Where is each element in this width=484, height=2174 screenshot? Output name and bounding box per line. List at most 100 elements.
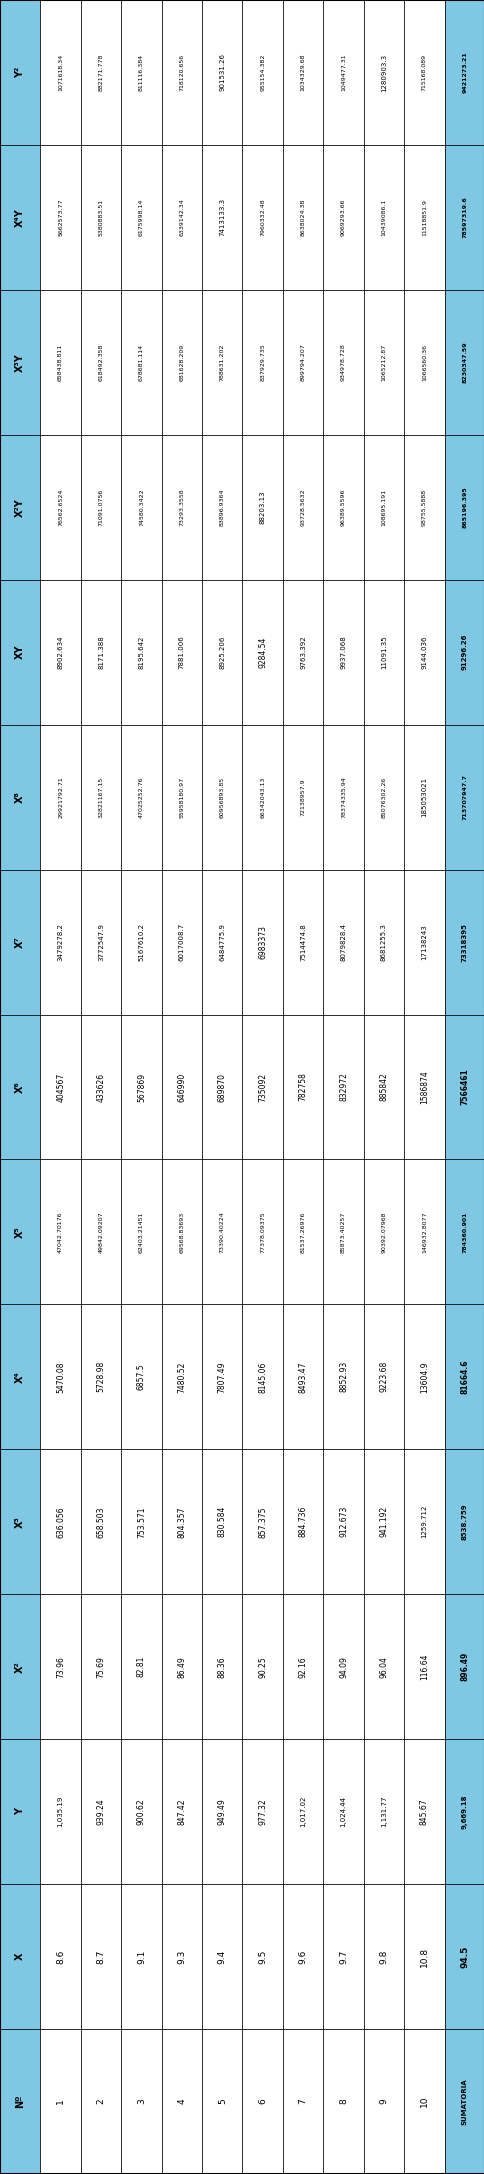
Text: 882171.778: 882171.778 (98, 54, 103, 91)
Bar (242, 1159, 282, 1304)
Bar (403, 1304, 444, 1450)
Text: 830.584: 830.584 (217, 1507, 227, 1537)
Text: 941.192: 941.192 (378, 1507, 388, 1537)
Bar (323, 146, 363, 289)
Text: 658.503: 658.503 (96, 1507, 106, 1537)
Bar (242, 1304, 282, 1450)
Bar (202, 0, 242, 146)
Text: 83896.9364: 83896.9364 (219, 489, 224, 526)
Bar (242, 435, 282, 580)
Bar (81, 435, 121, 580)
Bar (121, 1015, 161, 1159)
Bar (121, 1739, 161, 1885)
Bar (81, 1304, 121, 1450)
Text: SUMATORIA: SUMATORIA (461, 2078, 467, 2124)
Text: 9.6: 9.6 (298, 1950, 307, 1963)
Text: 5662573.77: 5662573.77 (58, 198, 63, 237)
Text: XY: XY (15, 646, 25, 659)
Bar (363, 1304, 403, 1450)
Bar (202, 1450, 242, 1594)
Bar (0, 146, 40, 289)
Bar (444, 289, 484, 435)
Bar (121, 289, 161, 435)
Bar (242, 1015, 282, 1159)
Bar (202, 2028, 242, 2174)
Text: 7566461: 7566461 (459, 1070, 469, 1104)
Text: 8230347.59: 8230347.59 (461, 341, 466, 383)
Bar (282, 1015, 323, 1159)
Text: X⁴Y: X⁴Y (15, 209, 25, 226)
Text: 47042.70176: 47042.70176 (58, 1211, 63, 1252)
Bar (363, 146, 403, 289)
Text: 6: 6 (257, 2098, 267, 2104)
Text: 8925.206: 8925.206 (219, 635, 225, 670)
Text: 13604.9: 13604.9 (419, 1361, 428, 1394)
Bar (323, 2028, 363, 2174)
Bar (242, 870, 282, 1015)
Bar (242, 0, 282, 146)
Text: 86.49: 86.49 (177, 1657, 186, 1678)
Text: 8079828.4: 8079828.4 (340, 924, 346, 961)
Bar (444, 1739, 484, 1885)
Text: 8.6: 8.6 (56, 1950, 65, 1963)
Text: 715168.089: 715168.089 (421, 54, 426, 91)
Bar (161, 2028, 202, 2174)
Bar (242, 1739, 282, 1885)
Text: 10.8: 10.8 (419, 1946, 428, 1967)
Text: 17138243: 17138243 (421, 924, 426, 961)
Text: 108695.191: 108695.191 (381, 489, 386, 526)
Text: 88203.13: 88203.13 (259, 491, 265, 524)
Bar (81, 1885, 121, 2028)
Bar (242, 1450, 282, 1594)
Text: 949.49: 949.49 (217, 1798, 227, 1824)
Text: 49842.09207: 49842.09207 (98, 1211, 103, 1252)
Bar (403, 1015, 444, 1159)
Text: 6484775.9: 6484775.9 (219, 924, 225, 961)
Bar (403, 1739, 444, 1885)
Bar (282, 1450, 323, 1594)
Text: 11518851.9: 11518851.9 (421, 198, 426, 237)
Bar (282, 724, 323, 870)
Text: 955154.382: 955154.382 (260, 54, 265, 91)
Bar (202, 1885, 242, 2028)
Bar (403, 0, 444, 146)
Text: 7881.006: 7881.006 (179, 635, 184, 670)
Text: 1065212.87: 1065212.87 (381, 343, 386, 380)
Text: 896.49: 896.49 (459, 1652, 469, 1681)
Bar (363, 1159, 403, 1304)
Bar (444, 1304, 484, 1450)
Bar (121, 1159, 161, 1304)
Bar (161, 724, 202, 870)
Text: 857.375: 857.375 (257, 1507, 267, 1537)
Bar (363, 1739, 403, 1885)
Text: 9,669.18: 9,669.18 (461, 1794, 467, 1828)
Bar (202, 146, 242, 289)
Text: 93728.5632: 93728.5632 (300, 489, 305, 526)
Text: 9.5: 9.5 (257, 1950, 267, 1963)
Bar (81, 1739, 121, 1885)
Bar (202, 1304, 242, 1450)
Text: 81664.6: 81664.6 (459, 1359, 469, 1394)
Text: 5728.98: 5728.98 (96, 1361, 106, 1394)
Bar (202, 1159, 242, 1304)
Bar (40, 146, 81, 289)
Bar (282, 289, 323, 435)
Bar (161, 146, 202, 289)
Text: 646990: 646990 (177, 1072, 186, 1102)
Text: 98755.5888: 98755.5888 (421, 489, 426, 526)
Text: X⁷: X⁷ (15, 937, 25, 948)
Text: 96389.5596: 96389.5596 (340, 489, 345, 526)
Text: 939.24: 939.24 (96, 1798, 106, 1824)
Text: X³: X³ (15, 1515, 25, 1528)
Text: 9421273.21: 9421273.21 (461, 52, 466, 93)
Bar (40, 1304, 81, 1450)
Text: 865196.395: 865196.395 (461, 487, 466, 528)
Bar (81, 1015, 121, 1159)
Bar (161, 289, 202, 435)
Text: 934978.728: 934978.728 (340, 343, 345, 380)
Bar (161, 870, 202, 1015)
Bar (363, 1594, 403, 1739)
Text: 81537.26976: 81537.26976 (300, 1211, 305, 1252)
Bar (202, 1015, 242, 1159)
Bar (40, 1450, 81, 1594)
